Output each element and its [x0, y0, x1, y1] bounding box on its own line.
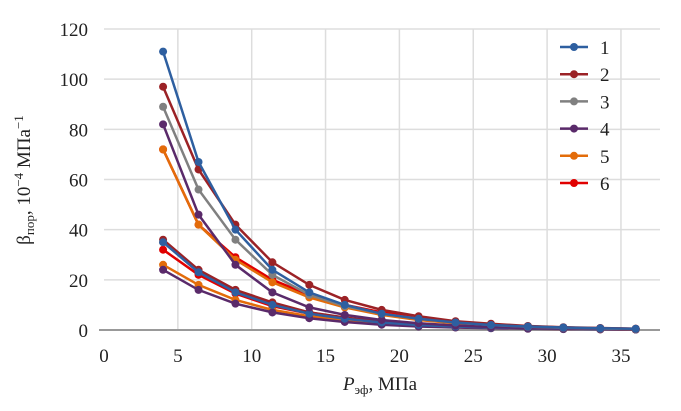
y-tick-label: 100 — [60, 70, 89, 91]
data-point — [159, 47, 168, 56]
data-point — [231, 260, 240, 269]
data-point — [340, 310, 349, 319]
legend-label: 4 — [600, 120, 610, 141]
x-tick-label: 35 — [611, 346, 630, 367]
data-point — [631, 324, 640, 333]
legend-marker — [570, 70, 578, 79]
data-point — [268, 288, 277, 297]
data-point — [305, 303, 314, 312]
data-point — [194, 185, 203, 194]
y-axis-label: βпор, 10−4 МПа−1 — [11, 115, 37, 245]
legend-item-2: 2 — [560, 65, 610, 86]
data-point — [231, 235, 240, 244]
series-group — [159, 47, 640, 334]
data-point — [159, 145, 168, 154]
data-point — [451, 318, 460, 327]
legend-marker — [570, 179, 578, 187]
legend-item-5: 5 — [560, 147, 610, 168]
x-tick-label: 20 — [390, 346, 409, 367]
data-point — [231, 225, 240, 234]
y-tick-label: 0 — [79, 321, 89, 342]
data-point — [194, 220, 203, 229]
x-tick-label: 0 — [99, 346, 109, 367]
data-point — [194, 268, 203, 277]
y-tick-label: 120 — [60, 20, 89, 41]
legend-marker — [570, 97, 578, 106]
data-point — [268, 308, 277, 317]
x-tick-label: 10 — [242, 346, 261, 367]
data-point — [414, 314, 423, 323]
data-point — [523, 322, 532, 331]
data-point — [377, 309, 386, 318]
data-point — [159, 265, 168, 274]
data-point — [194, 157, 203, 166]
data-point — [305, 280, 314, 289]
x-tick-label: 25 — [464, 346, 483, 367]
data-point — [486, 320, 495, 329]
legend-label: 6 — [600, 174, 610, 195]
data-point — [194, 210, 203, 219]
data-point — [159, 82, 168, 91]
data-point — [231, 288, 240, 297]
data-point — [159, 245, 168, 254]
data-point — [194, 285, 203, 294]
x-tick-label: 15 — [316, 346, 335, 367]
data-point — [159, 238, 168, 247]
legend: 1 2 3 4 5 6 — [560, 38, 610, 195]
legend-label: 3 — [600, 92, 610, 113]
data-point — [268, 278, 277, 287]
legend-marker — [570, 124, 578, 133]
data-point — [231, 299, 240, 308]
y-tick-label: 60 — [69, 171, 88, 192]
legend-label: 1 — [600, 38, 610, 59]
data-point — [159, 120, 168, 129]
data-point — [268, 300, 277, 309]
x-axis-label: Pэф, МПа — [342, 374, 418, 397]
data-point — [159, 102, 168, 111]
series-1-upper — [159, 47, 640, 333]
legend-item-6: 6 — [560, 174, 610, 195]
data-point — [340, 300, 349, 309]
y-tick-label: 20 — [69, 271, 88, 292]
series-line — [161, 51, 636, 330]
legend-marker — [570, 43, 578, 51]
legend-label: 2 — [600, 65, 610, 86]
data-point — [559, 323, 568, 332]
y-tick-label: 80 — [69, 120, 88, 141]
legend-item-4: 4 — [560, 120, 610, 141]
data-point — [377, 315, 386, 324]
data-point — [268, 258, 277, 267]
legend-item-1: 1 — [560, 38, 610, 59]
data-point — [268, 265, 277, 274]
x-tick-label: 30 — [538, 346, 557, 367]
legend-marker — [570, 151, 578, 160]
data-point — [305, 309, 314, 318]
legend-item-3: 3 — [560, 92, 610, 113]
data-point — [596, 324, 605, 333]
x-tick-label: 5 — [173, 346, 183, 367]
legend-label: 5 — [600, 147, 610, 168]
y-tick-label: 40 — [69, 221, 88, 242]
data-point — [305, 288, 314, 297]
